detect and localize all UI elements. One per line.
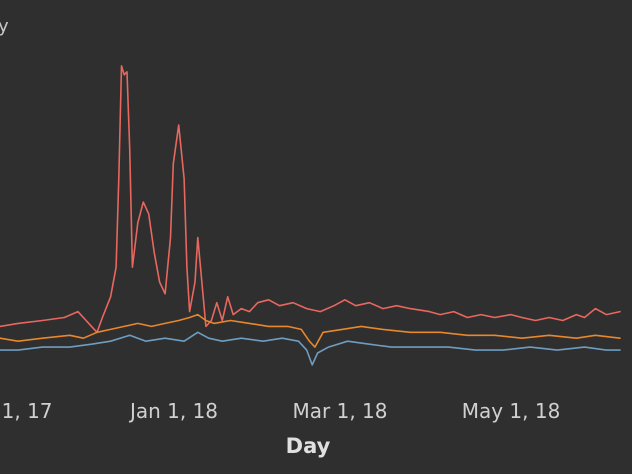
x-tick-label-mar: Mar 1, 18: [293, 399, 388, 423]
x-axis-title: Day: [286, 434, 331, 458]
series-line-red: [0, 65, 621, 334]
x-tick-label-may: May 1, 18: [462, 399, 561, 423]
series-line-blue: [0, 331, 621, 366]
x-tick-label-nov: v 1, 17: [0, 399, 53, 423]
series-group: [0, 65, 621, 366]
series-line-orange: [0, 313, 621, 348]
y-axis-title-fragment: y: [0, 16, 9, 37]
x-tick-label-jan: Jan 1, 18: [128, 399, 218, 423]
